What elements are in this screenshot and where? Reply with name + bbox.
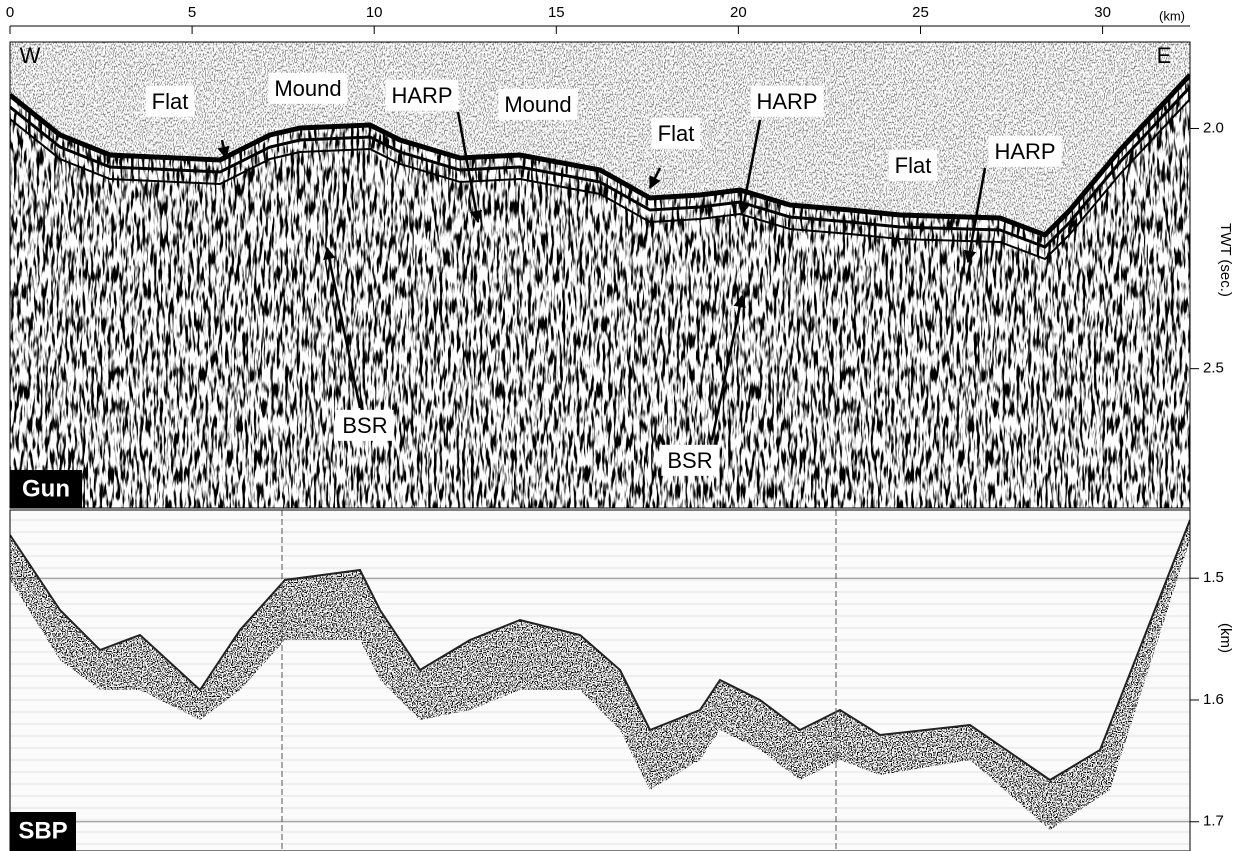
x-tick-label: 30 bbox=[1094, 4, 1111, 21]
annotation: Flat bbox=[651, 117, 701, 149]
annotation: HARP bbox=[750, 85, 824, 117]
top-axis-unit: (km) bbox=[1159, 8, 1185, 23]
annotation-text: Flat bbox=[152, 89, 189, 114]
annotation-box bbox=[336, 409, 394, 441]
annotation: HARP bbox=[988, 135, 1062, 167]
annotation-text: W bbox=[20, 43, 41, 68]
x-tick-label: 20 bbox=[730, 4, 747, 21]
annotation-text: BSR bbox=[342, 413, 387, 438]
annotation-text: HARP bbox=[391, 83, 452, 108]
annotation-text: Mound bbox=[274, 76, 341, 101]
y-tick-label: 2.5 bbox=[1203, 360, 1224, 377]
annotation-box bbox=[661, 444, 719, 476]
annotation-box bbox=[268, 72, 348, 104]
sbp-image bbox=[10, 510, 1190, 851]
gun-image bbox=[10, 42, 1190, 508]
annotation-box bbox=[385, 79, 459, 111]
annotation-text: Flat bbox=[658, 121, 695, 146]
annotation-text: Mound bbox=[504, 92, 571, 117]
gun-label-text: Gun bbox=[22, 475, 70, 502]
annotation-box bbox=[888, 149, 938, 181]
annotation: Mound bbox=[498, 88, 578, 120]
annotation-box bbox=[651, 117, 701, 149]
annotation: Flat bbox=[888, 149, 938, 181]
annotation: W bbox=[20, 43, 41, 68]
annotation: Mound bbox=[268, 72, 348, 104]
annotation-text: HARP bbox=[756, 89, 817, 114]
annotation-box bbox=[750, 85, 824, 117]
annotation: HARP bbox=[385, 79, 459, 111]
annotation-text: BSR bbox=[667, 448, 712, 473]
annotation-box bbox=[145, 85, 195, 117]
arrows bbox=[217, 111, 987, 441]
annotation: Flat bbox=[145, 85, 195, 117]
annotation: BSR bbox=[336, 409, 394, 441]
annotation: E bbox=[1157, 43, 1172, 68]
y-tick-label: 1.5 bbox=[1203, 569, 1224, 586]
sbp-label-text: SBP bbox=[18, 817, 67, 844]
annotation: BSR bbox=[661, 444, 719, 476]
gun-axis-label: TWT (sec.) bbox=[1217, 223, 1234, 297]
annotation-text: Flat bbox=[895, 153, 932, 178]
x-tick-label: 5 bbox=[188, 4, 196, 21]
x-tick-label: 15 bbox=[548, 4, 565, 21]
annotation-text: HARP bbox=[994, 139, 1055, 164]
y-tick-label: 1.7 bbox=[1203, 813, 1224, 830]
x-tick-label: 10 bbox=[366, 4, 383, 21]
x-tick-label: 25 bbox=[912, 4, 929, 21]
annotation-text: E bbox=[1157, 43, 1172, 68]
gun-label: Gun bbox=[10, 470, 82, 508]
annotation-box bbox=[988, 135, 1062, 167]
y-tick-label: 1.6 bbox=[1203, 691, 1224, 708]
x-tick-label: 0 bbox=[6, 4, 14, 21]
sbp-label: SBP bbox=[10, 812, 76, 851]
annotation-box bbox=[498, 88, 578, 120]
sbp-axis-label: (km) bbox=[1217, 623, 1234, 653]
y-tick-label: 2.0 bbox=[1203, 119, 1224, 136]
